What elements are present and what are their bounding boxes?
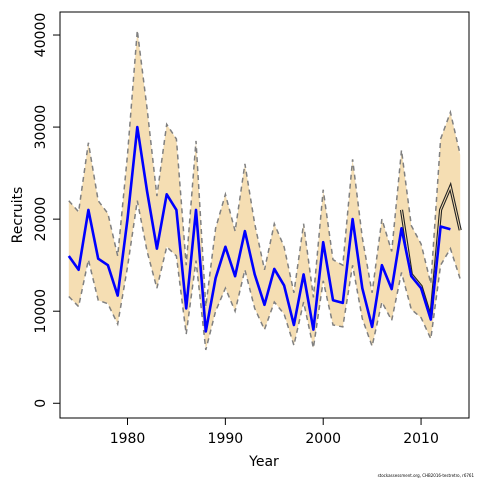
credit-note: stockassessment.org, CHB2016-testretro, …	[377, 473, 474, 478]
y-tick-label: 40000	[33, 13, 49, 58]
band-fill	[68, 30, 461, 350]
x-tick-label: 2000	[305, 431, 341, 447]
y-tick-label: 20000	[33, 197, 49, 242]
estimate-line	[67, 125, 451, 333]
x-axis: 1980 1990 2000 2010	[110, 417, 439, 447]
x-tick-label: 1990	[208, 431, 244, 447]
y-tick-label: 10000	[33, 289, 49, 334]
confidence-band	[68, 30, 461, 351]
band-upper-line	[68, 30, 461, 307]
y-axis-title: Recruits	[10, 187, 26, 244]
x-axis-title: Year	[248, 454, 279, 470]
y-tick-label: 0	[33, 399, 49, 408]
x-tick-label: 2010	[403, 431, 439, 447]
x-tick-label: 1980	[110, 431, 146, 447]
series-lines	[67, 125, 462, 333]
y-tick-label: 30000	[33, 105, 49, 150]
y-axis: 0 10000 20000 30000 40000	[33, 13, 61, 408]
